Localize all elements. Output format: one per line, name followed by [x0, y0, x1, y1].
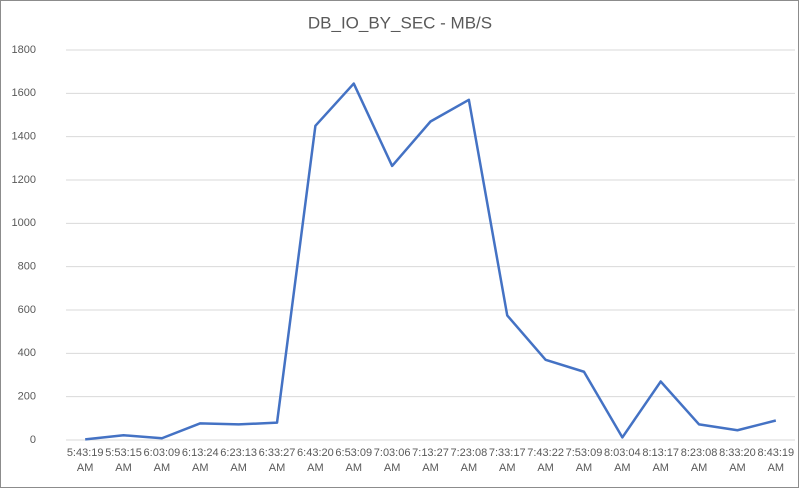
x-tick-label: 6:13:24 AM [181, 447, 219, 474]
y-tick-label: 800 [18, 261, 36, 273]
x-tick-label: 7:33:17 AM [488, 447, 526, 474]
x-tick-label: 7:13:27 AM [412, 447, 449, 474]
y-tick-label: 600 [18, 304, 36, 316]
x-tick-label: 7:23:08 AM [450, 447, 488, 474]
x-tick-label: 8:33:20 AM [719, 447, 756, 474]
y-tick-label: 1200 [12, 174, 36, 186]
y-tick-label: 400 [18, 347, 36, 359]
y-tick-label: 200 [18, 391, 36, 403]
x-tick-label: 7:43:22 AM [527, 447, 564, 474]
data-line [85, 82, 777, 441]
x-tick-label: 6:53:09 AM [335, 447, 373, 474]
x-tick-label: 5:53:15 AM [105, 447, 142, 474]
y-tick-label: 1000 [12, 217, 36, 229]
x-tick-label: 8:23:08 AM [680, 447, 718, 474]
y-tick-label: 1600 [12, 87, 36, 99]
chart-title: DB_IO_BY_SEC - MB/S [308, 13, 492, 32]
x-tick-label: 5:43:19 AM [66, 447, 104, 474]
x-tick-label: 8:43:19 AM [757, 447, 795, 474]
x-tick-label: 6:03:09 AM [143, 447, 181, 474]
x-tick-label: 8:03:04 AM [603, 447, 641, 474]
x-tick-label: 6:23:13 AM [220, 447, 257, 474]
x-tick-label: 8:13:17 AM [642, 447, 680, 474]
y-tick-label: 0 [30, 434, 36, 446]
y-tick-label: 1400 [12, 131, 36, 143]
x-tick-label: 6:43:20 AM [297, 447, 334, 474]
y-tick-label: 1800 [12, 44, 36, 56]
x-tick-label: 6:33:27 AM [258, 447, 296, 474]
x-tick-label: 7:53:09 AM [565, 447, 603, 474]
x-tick-label: 7:03:06 AM [373, 447, 411, 474]
